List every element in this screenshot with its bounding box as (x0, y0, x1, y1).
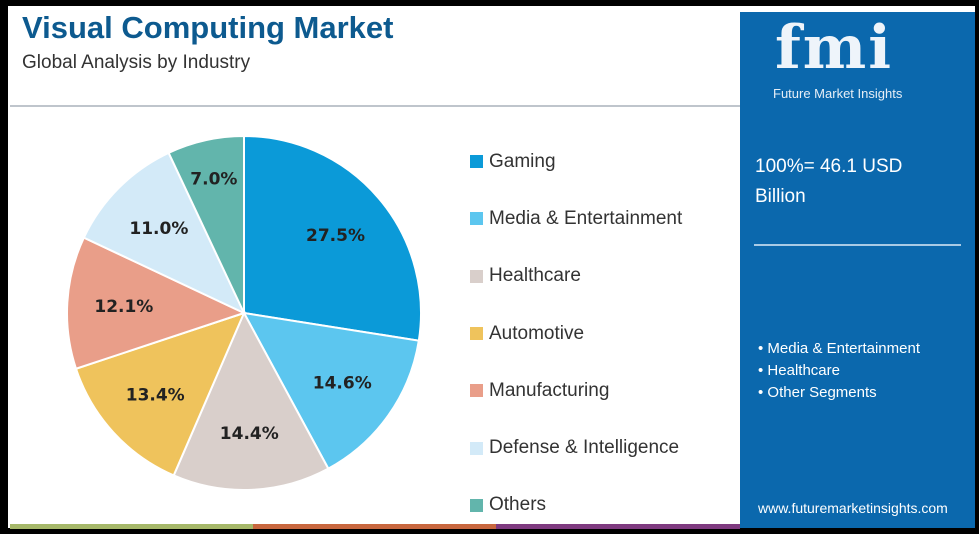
legend-item: Healthcare (470, 248, 682, 305)
logo-subtitle: Future Market Insights (773, 86, 903, 101)
legend-item: Defense & Intelligence (470, 419, 682, 476)
data-label: 27.5% (306, 226, 365, 246)
legend-label: Gaming (489, 150, 556, 172)
footer-bar-green (10, 524, 253, 529)
segment-list: • Media & Entertainment • Healthcare • O… (758, 338, 920, 404)
fmi-logo: fmi (775, 13, 894, 83)
data-label: 14.4% (220, 424, 279, 444)
data-label: 14.6% (313, 374, 372, 394)
legend-swatch (470, 498, 483, 512)
legend-swatch (470, 441, 483, 455)
pie-slice-defense-intelligence (82, 151, 247, 316)
pie-chart: 27.5% 14.6% 14.4% 13.4% 12.1% 11.0% 7.0% (66, 134, 422, 491)
divider (10, 105, 740, 107)
footer-bar-orange (253, 524, 496, 529)
pie-slice-healthcare (172, 310, 330, 491)
legend-label: Media & Entertainment (489, 207, 683, 229)
legend-swatch (470, 155, 483, 169)
pie-slice-media-entertainment (242, 311, 420, 470)
legend-item: Others (470, 477, 682, 534)
legend-item: Gaming (470, 133, 682, 190)
legend-item: Manufacturing (470, 362, 682, 419)
website-link[interactable]: www.futuremarketinsights.com (758, 500, 948, 516)
legend-swatch (470, 212, 483, 226)
legend-swatch (470, 327, 483, 341)
data-label: 7.0% (190, 169, 237, 189)
info-panel: fmi Future Market Insights 100%= 46.1 US… (740, 12, 975, 528)
legend-swatch (470, 384, 483, 398)
legend-item: Media & Entertainment (470, 190, 682, 247)
pie-slice-manufacturing (66, 236, 247, 371)
data-label: 12.1% (94, 297, 153, 317)
chart-subtitle: Global Analysis by Industry (22, 52, 251, 73)
data-label: 13.4% (126, 385, 185, 405)
data-label: 11.0% (129, 219, 188, 239)
legend-label: Healthcare (489, 265, 581, 287)
legend-label: Automotive (489, 322, 585, 344)
legend-label: Defense & Intelligence (489, 437, 680, 459)
legend-item: Automotive (470, 305, 682, 362)
pie-slice-gaming (243, 134, 422, 342)
segment-item: • Healthcare (758, 362, 840, 379)
segment-item: • Media & Entertainment (758, 340, 920, 357)
segment-item: • Other Segments (758, 384, 877, 401)
legend-swatch (470, 269, 483, 283)
legend-label: Manufacturing (489, 379, 610, 401)
market-total: 100%= 46.1 USD Billion (755, 156, 903, 207)
panel-divider (754, 244, 961, 246)
legend-label: Others (489, 494, 547, 516)
pie-slice-others (167, 134, 245, 314)
footer-bar-purple (496, 524, 740, 529)
pie-slice-automotive (74, 311, 246, 477)
chart-title: Visual Computing Market (22, 10, 394, 45)
legend: Gaming Media & Entertainment Healthcare Aut… (470, 133, 682, 534)
